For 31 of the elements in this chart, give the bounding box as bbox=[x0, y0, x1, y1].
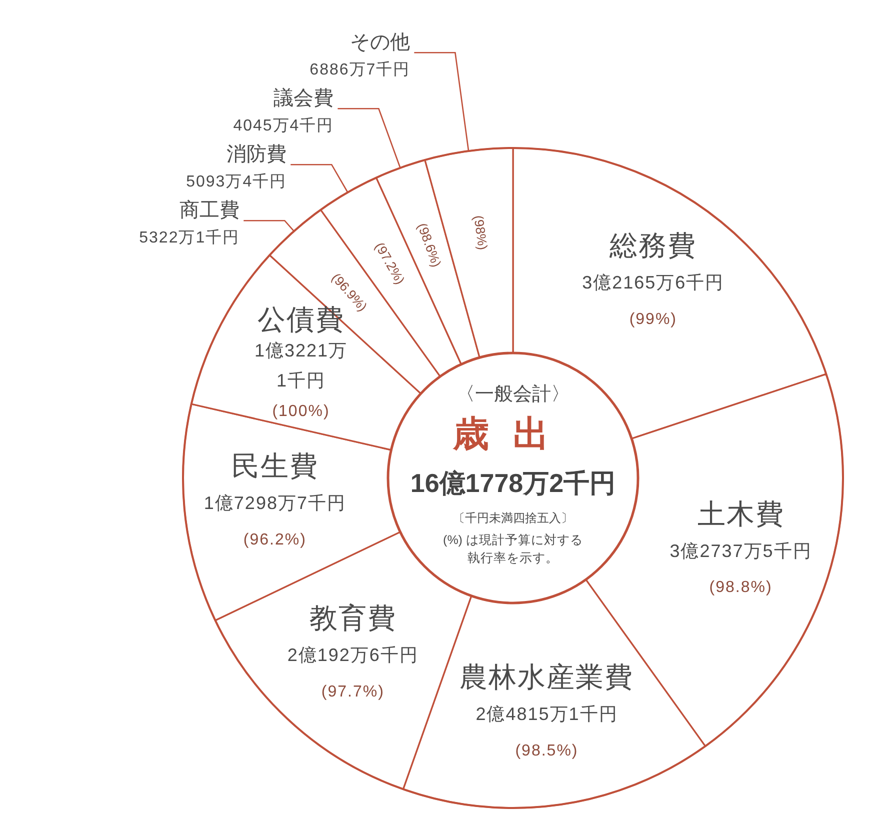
text: (100%) bbox=[272, 402, 330, 420]
text: (98.5%) bbox=[515, 742, 578, 760]
slice-label: 教育費 bbox=[309, 602, 396, 634]
text: 〈一般会計〉 bbox=[456, 384, 570, 405]
text: 5093万4千円 bbox=[186, 174, 287, 191]
slice-label: 農林水産業費 bbox=[460, 662, 634, 692]
slice-label: 議会費 bbox=[274, 88, 334, 110]
text: (99%) bbox=[629, 311, 678, 328]
slice-label: その他 bbox=[350, 32, 410, 54]
text: 1億7298万7千円 bbox=[204, 493, 346, 514]
text: 2億4815万1千円 bbox=[476, 704, 618, 724]
slice-label: 総務費 bbox=[608, 230, 697, 262]
slice-label: 土木費 bbox=[697, 498, 784, 530]
text: 3億2165万6千円 bbox=[582, 272, 724, 293]
slice-label: 民生費 bbox=[231, 450, 318, 482]
text: 2億192万6千円 bbox=[287, 644, 418, 665]
text: (98%) bbox=[470, 214, 490, 251]
text: (97.7%) bbox=[321, 683, 384, 700]
text: 4045万4千円 bbox=[233, 118, 334, 135]
text: 6886万7千円 bbox=[310, 62, 410, 79]
slice-label: 商工費 bbox=[180, 200, 240, 222]
text: 歳出 bbox=[452, 413, 573, 454]
text: (98.8%) bbox=[709, 579, 772, 596]
text: 16億1778万2千円 bbox=[410, 468, 616, 498]
text: 3億2737万5千円 bbox=[670, 540, 812, 561]
text: 5322万1千円 bbox=[139, 230, 240, 247]
text: 〔千円未満四捨五入〕 bbox=[453, 511, 573, 525]
text: (%) は現計予算に対する執行率を示す。 bbox=[443, 532, 583, 565]
slice-label: 消防費 bbox=[226, 144, 287, 166]
text: (96.2%) bbox=[243, 532, 306, 549]
text: 1億3221万1千円 bbox=[254, 340, 348, 390]
